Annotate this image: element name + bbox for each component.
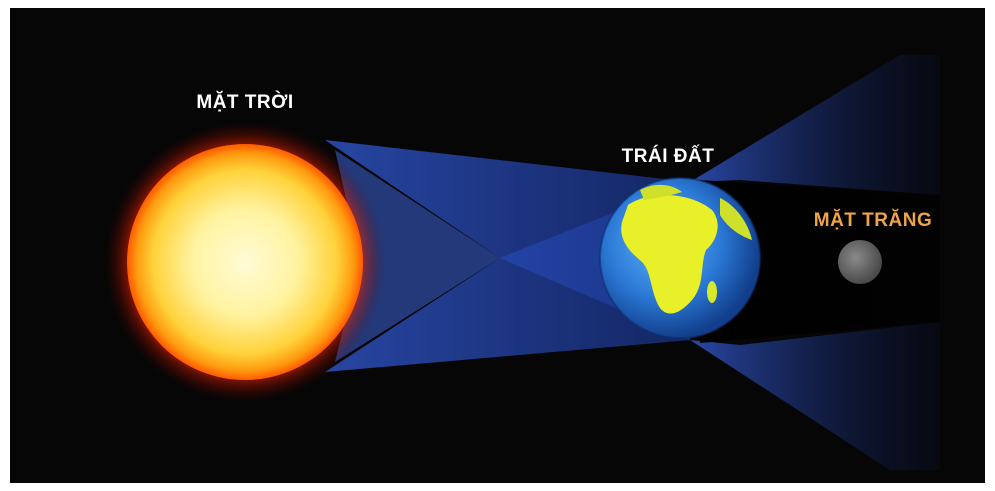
sun-label: MẶT TRỜI <box>196 91 293 113</box>
earth-land-europe <box>640 184 682 200</box>
moon-label: MẶT TRĂNG <box>814 209 932 231</box>
umbra-shadow <box>700 180 940 343</box>
moon <box>838 240 882 284</box>
penumbra-lower <box>690 322 940 470</box>
light-beam-lower <box>325 182 690 372</box>
earth-land-africa <box>621 194 718 314</box>
penumbra-upper <box>690 55 940 195</box>
earth-label: TRÁI ĐẤT <box>622 145 715 167</box>
earth-land-madagascar <box>707 281 717 303</box>
earth-land-asia <box>720 198 752 240</box>
sun <box>127 144 363 380</box>
earth <box>599 177 761 339</box>
